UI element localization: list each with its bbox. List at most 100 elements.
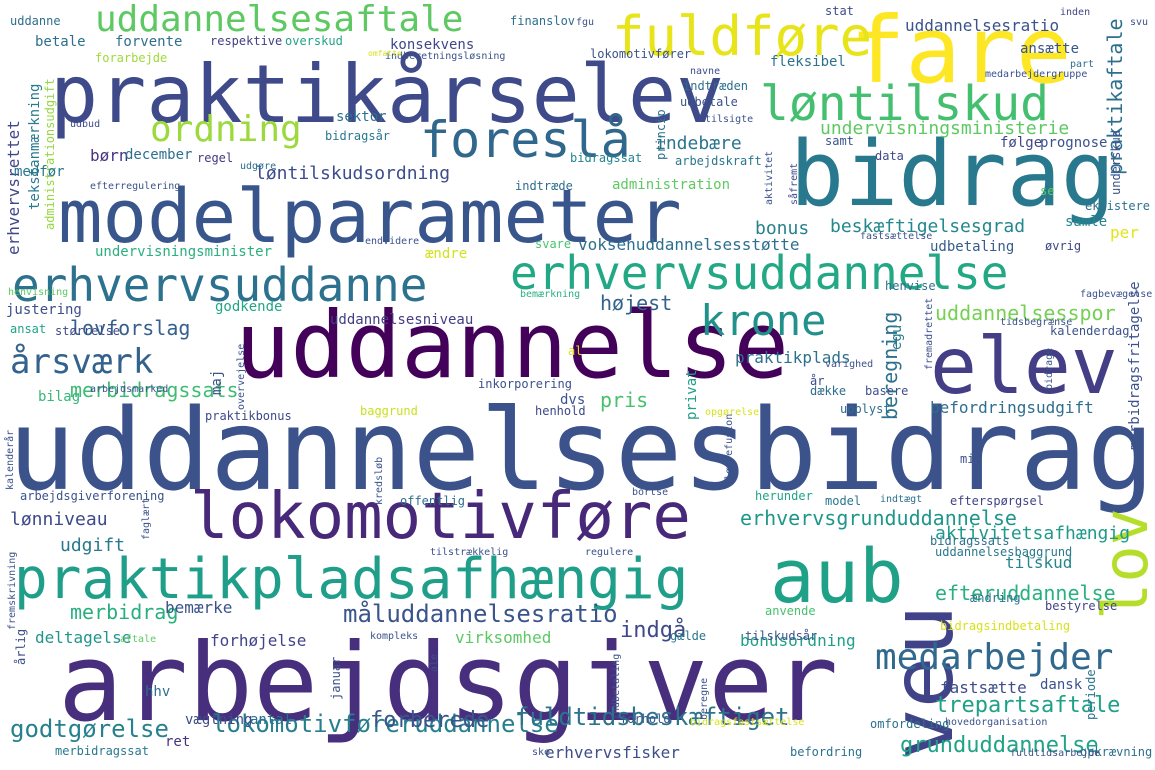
word-uddannelsesratio: uddannelsesratio bbox=[905, 16, 1060, 35]
word-merbidragssat: merbidragssat bbox=[55, 744, 149, 758]
word-baggrund: baggrund bbox=[360, 404, 418, 418]
word-opkraevning: opkrævning bbox=[1080, 745, 1153, 759]
word-krone: krone bbox=[700, 296, 827, 345]
word-indtraede: indtræde bbox=[515, 179, 573, 193]
word-henhold: henhold bbox=[535, 404, 586, 418]
word-bilag: bilag bbox=[38, 389, 81, 405]
word-trepartsaftale: trepartsaftale bbox=[935, 693, 1121, 718]
word-ske: ske bbox=[532, 747, 551, 758]
word-inden: inden bbox=[1060, 7, 1091, 18]
word-daekke: dække bbox=[810, 384, 847, 398]
word-voks: maj bbox=[209, 369, 225, 395]
word-godkende: godkende bbox=[215, 299, 283, 315]
word-indberetningslosning: indberetningsløsning bbox=[385, 51, 506, 62]
word-tilstraekkelig: tilstrækkelig bbox=[430, 547, 509, 558]
word-varighed: varighed bbox=[825, 359, 874, 370]
word-erhvervsgrunduddannelse: erhvervsgrunduddannelse bbox=[740, 506, 1017, 530]
word-aie: ale bbox=[429, 653, 440, 672]
word-tilskud: tilskud bbox=[1005, 553, 1073, 572]
word-godtgorelse: godtgørelse bbox=[10, 715, 169, 743]
word-arbejdsgiverforening: arbejdsgiverforening bbox=[20, 489, 165, 503]
word-kompleks: kompleks bbox=[370, 631, 419, 642]
word-bonus: bonus bbox=[755, 218, 810, 239]
word-udbetale: udbetale bbox=[680, 95, 738, 109]
word-praktikbonus: praktikbonus bbox=[205, 409, 292, 423]
word-inkorporering: inkorporering bbox=[478, 377, 572, 391]
word-lontilskud: løntilskud bbox=[760, 76, 1049, 132]
word-aub: aub bbox=[770, 534, 904, 620]
word-bidrag: bidrag bbox=[790, 122, 1116, 227]
word-dansk: dansk bbox=[1040, 677, 1083, 693]
word-kalenderar: kalenderår bbox=[5, 429, 16, 490]
word-dvs: dvs bbox=[560, 392, 586, 408]
word-aendring: ændring bbox=[970, 591, 1021, 605]
word-omfatte: medarbejdergruppe bbox=[985, 69, 1088, 80]
word-al: al bbox=[568, 344, 583, 358]
word-udgore: udgøre bbox=[240, 161, 277, 172]
word-ovrig: øvrig bbox=[1045, 239, 1082, 253]
word-aktivitetsafhaengig: aktivitetsafhængig bbox=[935, 523, 1131, 544]
word-kredslob: kredsløb bbox=[374, 456, 385, 505]
word-fare: fare bbox=[850, 0, 1072, 104]
word-navne: navne bbox=[690, 66, 721, 77]
word-ar: år bbox=[810, 374, 825, 388]
word-fuldfore: fuldføre bbox=[612, 5, 873, 68]
word-aendre: ændre bbox=[425, 246, 468, 262]
word-lokomotivforeruddannelse: lokomotivføreruddannelse bbox=[212, 710, 559, 738]
word-uddannelsesspor: uddannelsesspor bbox=[935, 301, 1116, 325]
word-bortse: bortse bbox=[632, 487, 669, 498]
word-storrelse: størrelse bbox=[55, 324, 121, 338]
word-modelparameter: modelparameter bbox=[58, 174, 682, 260]
word-maj: omfatte bbox=[368, 49, 402, 58]
word-konsekvens: konsekvens bbox=[390, 37, 475, 53]
word-uoplyst: uoplyst bbox=[840, 402, 891, 416]
word-princip: princip bbox=[654, 109, 668, 160]
word-mio: mio bbox=[960, 452, 982, 466]
word-indtraeden: indtræden bbox=[683, 79, 749, 93]
word-undervisningsminister: undervisningsminister bbox=[95, 244, 273, 260]
word-indtaegt: indtægt bbox=[880, 494, 923, 505]
word-erhvervsfisker: erhvervsfisker bbox=[545, 743, 680, 762]
word-merbidragssats: merbidragssats bbox=[70, 378, 239, 402]
word-samt: samt bbox=[825, 134, 854, 148]
word-respektive: respektive bbox=[210, 34, 283, 48]
word-se: se bbox=[1040, 184, 1055, 198]
word-herunder: herunder bbox=[755, 489, 813, 503]
word-kalenderdag: kalenderdag bbox=[1050, 324, 1130, 338]
word-henvisning: henvisning bbox=[8, 287, 69, 298]
word-foresla: foreslå bbox=[420, 111, 631, 169]
word-medfor: medfør bbox=[14, 164, 65, 180]
word-praktikplads: praktikplads bbox=[735, 348, 851, 367]
word-elev: elev bbox=[930, 322, 1118, 412]
word-underskud: underskud bbox=[1109, 129, 1123, 195]
word-justering: justering bbox=[6, 302, 82, 318]
word-januar: januar bbox=[329, 656, 343, 700]
word-endvidere: endvidere bbox=[365, 236, 420, 247]
word-faglaert: faglært bbox=[141, 497, 152, 540]
word-per: per bbox=[1110, 223, 1139, 242]
word-grunduddannelse: grunduddannelse bbox=[900, 733, 1099, 758]
word-bemaerkning: bemærkning bbox=[520, 289, 581, 300]
word-lovforslag: lovforslag bbox=[70, 316, 191, 340]
word-erhvervsuddannelse: erhvervsuddannelse bbox=[510, 246, 1009, 300]
word-indebaere: indebære bbox=[655, 133, 742, 154]
word-indbetaling: indbetaling bbox=[611, 653, 622, 720]
word-forhojelse: forhøjelse bbox=[210, 631, 307, 650]
word-lontilskudsordning: løntilskudsordning bbox=[255, 163, 451, 184]
word-maluddannelsesratio: måluddannelsesratio bbox=[343, 600, 618, 628]
word-erhvervsrettet: erhvervsrettet bbox=[4, 120, 23, 255]
word-arlig: årlig bbox=[14, 628, 28, 665]
word-praktikpladsafhaengig: praktikpladsafhængig bbox=[14, 547, 689, 612]
word-beregne: beregne bbox=[699, 677, 710, 720]
word-svare: svare bbox=[535, 237, 572, 251]
word-efterregulering: efterregulering bbox=[90, 181, 181, 192]
word-data: data bbox=[875, 149, 904, 163]
word-arbejdsmarked: arbejdsmarked bbox=[90, 384, 169, 395]
word-deltagelse: deltagelse bbox=[35, 628, 132, 647]
word-merbidragsfritagelse: merbidragsfritagelse bbox=[1127, 281, 1143, 450]
word-befordring: befordring bbox=[790, 745, 863, 759]
word-bidragsar: bidragsår bbox=[325, 129, 391, 143]
word-praktikarselev: praktikårselev bbox=[50, 48, 725, 141]
word-hovedorganisation: hovedorganisation bbox=[945, 717, 1048, 728]
word-ret: ret bbox=[165, 734, 191, 750]
